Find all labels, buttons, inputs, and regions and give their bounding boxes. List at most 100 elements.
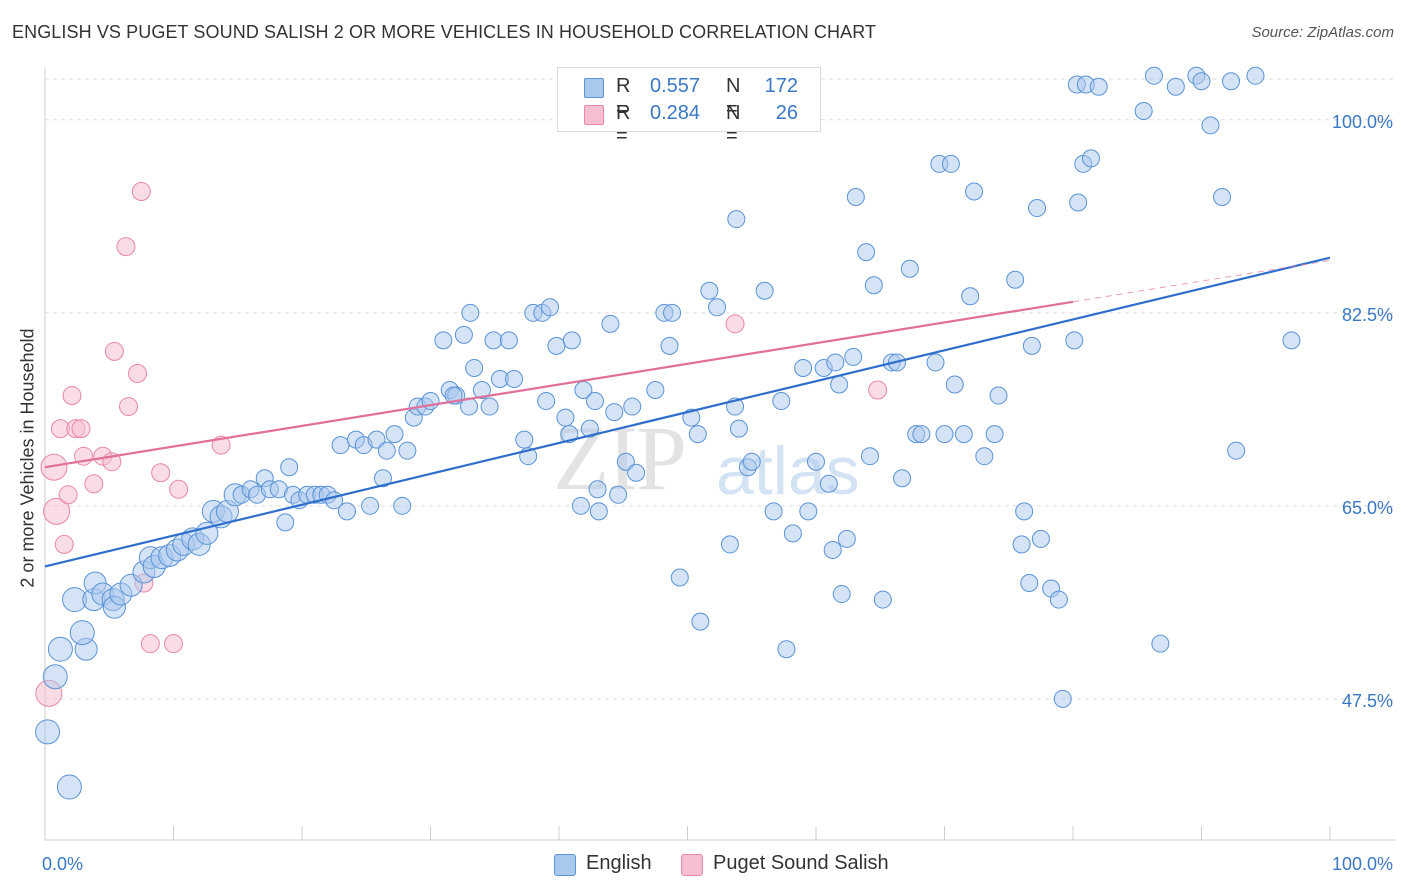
english-point xyxy=(1192,72,1211,91)
salish-point xyxy=(725,314,745,334)
english-point xyxy=(276,513,295,532)
salish-point xyxy=(40,453,68,481)
english-point xyxy=(580,419,599,438)
english-point xyxy=(385,425,404,444)
english-point xyxy=(893,469,912,488)
english-point xyxy=(605,403,624,422)
english-point xyxy=(472,381,491,400)
english-point xyxy=(772,392,791,411)
english-point xyxy=(1089,77,1108,96)
salish-trend-line xyxy=(44,300,1074,469)
salish-point xyxy=(71,419,91,439)
salish-point xyxy=(43,497,71,525)
english-point xyxy=(1213,188,1232,207)
english-point xyxy=(989,386,1008,405)
english-swatch-icon xyxy=(584,78,604,98)
n-value: 26 xyxy=(775,102,798,124)
english-point xyxy=(35,719,61,745)
english-point xyxy=(1081,149,1100,168)
english-point xyxy=(900,259,919,278)
english-point xyxy=(837,529,856,548)
y-tick-label: 65.0% xyxy=(1342,498,1393,518)
salish-point xyxy=(169,479,189,499)
english-point xyxy=(819,474,838,493)
english-point xyxy=(47,636,73,662)
english-point xyxy=(1282,331,1301,350)
salish-point xyxy=(119,397,139,417)
chart-title: ENGLISH VS PUGET SOUND SALISH 2 OR MORE … xyxy=(12,22,877,42)
r-value: 0.284 xyxy=(650,102,701,124)
english-point xyxy=(742,452,761,471)
english-point xyxy=(280,458,299,477)
chart-source: Source: ZipAtlas.com xyxy=(1251,24,1394,41)
english-point xyxy=(515,430,534,449)
legend-label: Puget Sound Salish xyxy=(713,852,889,874)
n-label: N = xyxy=(726,75,741,120)
english-point xyxy=(832,585,851,604)
english-point xyxy=(682,408,701,427)
n-label: N = xyxy=(726,102,741,147)
english-point xyxy=(1069,193,1088,212)
salish-point xyxy=(164,634,183,654)
salish-point xyxy=(128,363,148,383)
english-point xyxy=(975,447,994,466)
r-label: R = xyxy=(616,102,631,147)
english-point xyxy=(627,463,646,482)
english-point xyxy=(1022,336,1041,355)
english-point xyxy=(663,303,682,322)
english-point xyxy=(585,392,604,411)
english-point xyxy=(541,298,560,317)
english-point xyxy=(1134,101,1153,120)
english-point xyxy=(945,375,964,394)
english-point xyxy=(42,664,68,690)
english-point xyxy=(484,331,503,350)
english-point xyxy=(393,496,412,515)
english-point xyxy=(1065,331,1084,350)
english-points-layer xyxy=(35,66,1301,800)
english-point xyxy=(844,347,863,366)
english-point xyxy=(1144,66,1163,85)
english-point xyxy=(727,210,746,229)
english-point xyxy=(537,392,556,411)
english-point xyxy=(1028,199,1047,218)
english-point xyxy=(670,568,689,587)
english-point xyxy=(926,353,945,372)
english-point xyxy=(1222,72,1241,91)
english-point xyxy=(807,452,825,471)
english-point xyxy=(480,397,499,416)
legend-label: English xyxy=(586,852,652,874)
r-value: 0.557 xyxy=(650,75,701,97)
english-point xyxy=(660,336,679,355)
english-point xyxy=(1049,590,1068,609)
english-point xyxy=(56,774,82,800)
y-tick-label: 47.5% xyxy=(1342,691,1393,711)
english-point xyxy=(465,358,484,377)
english-point xyxy=(720,535,739,554)
english-point xyxy=(1020,574,1039,593)
axis-layer xyxy=(44,68,1395,841)
english-point xyxy=(799,502,818,521)
salish-point xyxy=(84,474,104,494)
english-point xyxy=(965,182,984,201)
english-point xyxy=(646,381,665,400)
english-point xyxy=(571,496,590,515)
salish-points-layer xyxy=(35,181,888,707)
english-point xyxy=(985,425,1004,444)
english-point xyxy=(1166,77,1185,96)
salish-point xyxy=(54,534,74,554)
english-point xyxy=(588,480,607,499)
english-point xyxy=(935,425,954,444)
english-point xyxy=(691,612,710,631)
n-value: 172 xyxy=(764,75,798,97)
english-point xyxy=(857,243,876,262)
tick-labels-layer: 47.5% 65.0% 82.5% 100.0% 0.0% 100.0% xyxy=(42,112,1393,874)
english-point xyxy=(755,281,774,300)
x-tick-label-min: 0.0% xyxy=(42,854,83,874)
english-point xyxy=(830,375,849,394)
english-point xyxy=(688,425,707,444)
english-point xyxy=(1031,529,1050,548)
english-point xyxy=(1227,441,1246,460)
english-point xyxy=(846,188,865,207)
correlation-legend: R = 0.557 N = 172 R = 0.284 N = 26 xyxy=(557,67,821,147)
english-point xyxy=(826,353,845,372)
